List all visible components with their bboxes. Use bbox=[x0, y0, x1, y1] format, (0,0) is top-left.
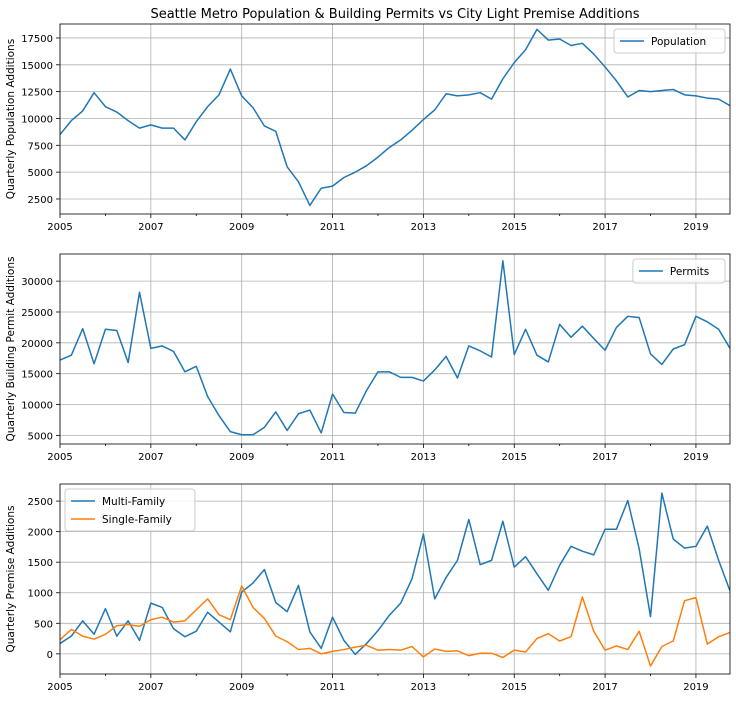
x-tick-label: 2017 bbox=[592, 222, 617, 233]
x-tick-label: 2007 bbox=[138, 452, 163, 463]
series-group bbox=[60, 492, 730, 667]
x-tick-label: 2019 bbox=[683, 222, 708, 233]
x-tick-label: 2017 bbox=[592, 682, 617, 693]
y-tick-label: 0 bbox=[47, 650, 53, 661]
series-line-multi-family bbox=[60, 492, 730, 656]
chart-panel-1: 2500 5000 7500 10000 12500 15000 17500 2005 2007… bbox=[5, 23, 731, 233]
figure-title: Seattle Metro Population & Building Perm… bbox=[150, 7, 639, 22]
x-tick-label: 2011 bbox=[320, 222, 345, 233]
x-tick-label: 2019 bbox=[683, 452, 708, 463]
x-tick-label: 2005 bbox=[47, 222, 72, 233]
x-tick-label: 2015 bbox=[502, 682, 527, 693]
y-tick-label: 5000 bbox=[28, 168, 53, 179]
x-tick-label: 2017 bbox=[592, 452, 617, 463]
y-tick-label: 2000 bbox=[28, 528, 53, 539]
y-tick-label: 2500 bbox=[28, 497, 53, 508]
series-line-permits bbox=[60, 260, 730, 436]
y-tick-label: 15000 bbox=[21, 370, 53, 381]
series-group bbox=[60, 260, 730, 436]
chart-panel-2: 5000 10000 15000 20000 25000 30000 2005 2007 200… bbox=[5, 253, 731, 463]
y-tick-label: 1500 bbox=[28, 558, 53, 569]
x-tick-label: 2005 bbox=[47, 682, 72, 693]
legend: Multi-Family Single-Family bbox=[64, 488, 196, 532]
legend-label: Single-Family bbox=[102, 514, 172, 526]
y-tick-label: 500 bbox=[34, 619, 53, 630]
legend: Permits bbox=[632, 258, 726, 284]
legend-box bbox=[613, 28, 726, 54]
legend-label: Multi-Family bbox=[102, 496, 165, 508]
y-axis-label: Quarterly Premise Additions bbox=[5, 506, 17, 653]
y-axis-label: Quarterly Building Permit Additions bbox=[5, 257, 17, 442]
plot-area bbox=[60, 254, 730, 444]
series-line-population bbox=[60, 28, 730, 207]
y-tick-label: 15000 bbox=[21, 61, 53, 72]
legend-label: Population bbox=[651, 36, 706, 48]
y-tick-label: 2500 bbox=[28, 195, 53, 206]
x-tick-label: 2007 bbox=[138, 222, 163, 233]
x-tick-label: 2005 bbox=[47, 452, 72, 463]
y-axis-label: Quarterly Population Additions bbox=[5, 39, 17, 199]
y-tick-label: 12500 bbox=[21, 88, 53, 99]
legend-box bbox=[64, 488, 196, 532]
y-tick-label: 1000 bbox=[28, 589, 53, 600]
plot-frame bbox=[59, 253, 731, 445]
y-tick-label: 25000 bbox=[21, 308, 53, 319]
plot-area bbox=[60, 24, 730, 214]
x-tick-label: 2009 bbox=[229, 222, 254, 233]
legend: Population bbox=[613, 28, 726, 54]
y-tick-label: 10000 bbox=[21, 401, 53, 412]
x-tick-label: 2007 bbox=[138, 682, 163, 693]
chart-panel-3: 0 500 1000 1500 2000 2500 2005 2007 2009 2011 2013… bbox=[5, 483, 731, 693]
legend-box bbox=[632, 258, 726, 284]
legend-label: Permits bbox=[670, 266, 709, 278]
x-tick-label: 2013 bbox=[411, 452, 436, 463]
x-tick-label: 2011 bbox=[320, 452, 345, 463]
plot-frame bbox=[59, 23, 731, 215]
series-line-single-family bbox=[60, 585, 730, 667]
x-tick-label: 2013 bbox=[411, 682, 436, 693]
x-tick-label: 2015 bbox=[502, 222, 527, 233]
y-tick-label: 5000 bbox=[28, 431, 53, 442]
x-tick-label: 2015 bbox=[502, 452, 527, 463]
x-tick-label: 2009 bbox=[229, 682, 254, 693]
y-tick-label: 30000 bbox=[21, 277, 53, 288]
x-tick-label: 2011 bbox=[320, 682, 345, 693]
x-tick-label: 2009 bbox=[229, 452, 254, 463]
y-tick-label: 7500 bbox=[28, 141, 53, 152]
y-tick-label: 20000 bbox=[21, 339, 53, 350]
series-group bbox=[60, 28, 730, 207]
x-tick-label: 2013 bbox=[411, 222, 436, 233]
plot-frame bbox=[59, 483, 731, 675]
y-tick-label: 17500 bbox=[21, 34, 53, 45]
y-tick-label: 10000 bbox=[21, 114, 53, 125]
x-tick-label: 2019 bbox=[683, 682, 708, 693]
